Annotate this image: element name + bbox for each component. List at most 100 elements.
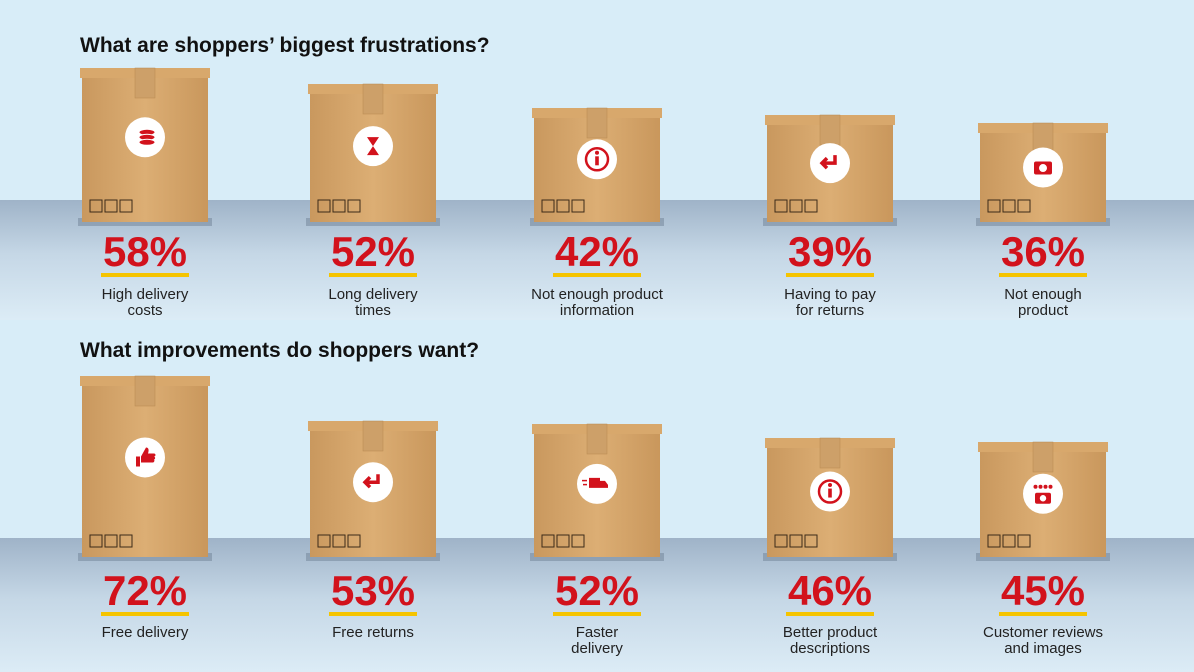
handling-mark (774, 534, 788, 548)
item-label: Free delivery (102, 624, 189, 641)
percentage: 45% (1001, 567, 1085, 614)
underline (329, 612, 417, 616)
handling-mark (541, 199, 555, 213)
percentage: 52% (555, 567, 639, 614)
underline (786, 273, 874, 277)
box (763, 114, 897, 226)
handling-mark (332, 534, 346, 548)
box (306, 420, 440, 561)
percentage: 72% (103, 567, 187, 614)
icon-shape (828, 483, 832, 488)
box (306, 83, 440, 226)
handling-mark (774, 199, 788, 213)
handling-mark (789, 199, 803, 213)
handling-mark (789, 534, 803, 548)
box (78, 67, 212, 226)
percentage: 46% (788, 567, 872, 614)
percentage: 52% (331, 228, 415, 275)
handling-mark (104, 199, 118, 213)
handling-mark (1002, 534, 1016, 548)
handling-mark (571, 199, 585, 213)
handling-mark (317, 534, 331, 548)
underline (329, 273, 417, 277)
underline (999, 612, 1087, 616)
box-tape (362, 83, 384, 115)
handling-mark (1002, 199, 1016, 213)
icon-shape (138, 138, 156, 146)
box (78, 375, 212, 561)
section-title: What are shoppers’ biggest frustrations? (80, 34, 490, 57)
box (976, 122, 1110, 226)
percentage: 58% (103, 228, 187, 275)
handling-mark (541, 534, 555, 548)
item-label: Customer reviews (983, 624, 1103, 641)
handling-mark (347, 534, 361, 548)
icon-shape (582, 479, 587, 482)
box-tape (134, 67, 156, 99)
handling-mark (1017, 534, 1031, 548)
item-label: descriptions (790, 640, 870, 657)
box-tape (819, 437, 841, 469)
percentage: 39% (788, 228, 872, 275)
icon-shape (1043, 484, 1048, 489)
item-label: information (560, 302, 634, 319)
icon-shape (828, 488, 832, 498)
percentage: 36% (1001, 228, 1085, 275)
underline (553, 273, 641, 277)
item-label: Long delivery (328, 286, 418, 303)
icon-shape (1048, 484, 1053, 489)
box (763, 437, 897, 561)
item-label: product (1018, 302, 1069, 319)
box-tape (819, 114, 841, 146)
icon-shape (1039, 495, 1047, 502)
icon-shape (589, 477, 608, 488)
box (530, 107, 664, 226)
box-tape (1032, 441, 1054, 473)
box-tape (134, 375, 156, 407)
section-title: What improvements do shoppers want? (80, 339, 479, 362)
item-label: costs (127, 302, 162, 319)
item-label: Not enough (1004, 286, 1082, 303)
underline (101, 273, 189, 277)
item-label: Faster (576, 624, 619, 641)
item-label: Not enough product (531, 286, 664, 303)
box-tape (362, 420, 384, 452)
handling-mark (571, 534, 585, 548)
item-label: times (355, 302, 391, 319)
percentage: 42% (555, 228, 639, 275)
handling-mark (104, 534, 118, 548)
item-label: and images (1004, 640, 1082, 657)
handling-mark (804, 199, 818, 213)
item-label: Free returns (332, 624, 414, 641)
handling-mark (89, 199, 103, 213)
item-label: High delivery (102, 286, 189, 303)
handling-mark (987, 534, 1001, 548)
icon-shape (817, 479, 843, 504)
underline (553, 612, 641, 616)
handling-mark (804, 534, 818, 548)
icon-circle (353, 126, 393, 167)
handling-mark (987, 199, 1001, 213)
underline (786, 612, 874, 616)
handling-mark (317, 199, 331, 213)
item-label: Having to pay (784, 286, 876, 303)
item-label: Better product (783, 624, 878, 641)
handling-mark (1017, 199, 1031, 213)
handling-mark (347, 199, 361, 213)
underline (101, 612, 189, 616)
icon-shape (595, 150, 599, 155)
icon-shape (136, 447, 156, 467)
handling-mark (332, 199, 346, 213)
handling-mark (89, 534, 103, 548)
item-label: delivery (571, 640, 623, 657)
handling-mark (119, 199, 133, 213)
icon-shape (1033, 484, 1038, 489)
icon-shape (583, 483, 587, 486)
icon-shape (1038, 484, 1043, 489)
handling-mark (119, 534, 133, 548)
handling-mark (556, 534, 570, 548)
underline (999, 273, 1087, 277)
icon-shape (595, 156, 599, 166)
